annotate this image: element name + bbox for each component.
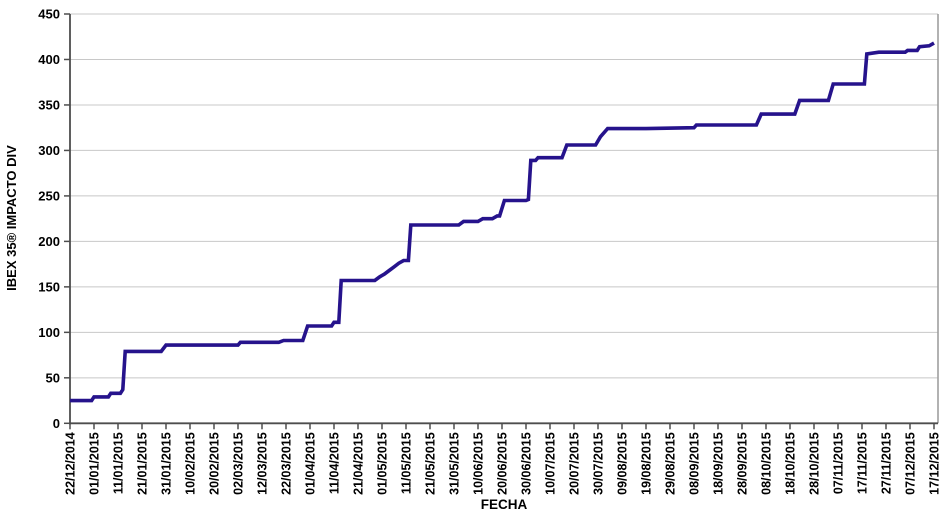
x-tick-label: 22/12/2014 bbox=[63, 432, 77, 495]
x-tick-label: 01/04/2015 bbox=[303, 432, 317, 495]
y-tick-label: 400 bbox=[38, 52, 60, 67]
x-tick-label: 22/03/2015 bbox=[279, 432, 293, 495]
y-tick-label: 0 bbox=[53, 416, 60, 431]
x-tick-label: 10/02/2015 bbox=[183, 432, 197, 495]
y-tick-label: 100 bbox=[38, 325, 60, 340]
x-axis-title: FECHA bbox=[480, 497, 528, 512]
x-tick-label: 20/02/2015 bbox=[207, 432, 221, 495]
x-tick-label: 10/07/2015 bbox=[543, 432, 557, 495]
y-tick-label: 450 bbox=[38, 7, 60, 22]
y-tick-label: 50 bbox=[46, 370, 60, 385]
x-tick-label: 31/01/2015 bbox=[159, 432, 173, 495]
x-tick-label: 28/10/2015 bbox=[807, 432, 821, 495]
x-tick-label: 30/07/2015 bbox=[591, 432, 605, 495]
x-tick-label: 30/06/2015 bbox=[519, 432, 533, 495]
x-tick-label: 21/04/2015 bbox=[351, 432, 365, 495]
y-tick-label: 150 bbox=[38, 279, 60, 294]
x-tick-label: 08/10/2015 bbox=[759, 432, 773, 495]
x-tick-label: 11/04/2015 bbox=[327, 432, 341, 494]
y-tick-label: 300 bbox=[38, 143, 60, 158]
x-tick-label: 18/10/2015 bbox=[783, 432, 797, 495]
x-tick-label: 27/11/2015 bbox=[879, 432, 893, 494]
x-tick-label: 11/05/2015 bbox=[399, 432, 413, 494]
x-tick-label: 09/08/2015 bbox=[615, 432, 629, 495]
x-tick-label: 07/11/2015 bbox=[831, 432, 845, 494]
x-tick-label: 01/01/2015 bbox=[87, 432, 101, 495]
x-tick-label: 07/12/2015 bbox=[903, 432, 917, 495]
x-tick-label: 01/05/2015 bbox=[375, 432, 389, 495]
x-tick-label: 11/01/2015 bbox=[111, 432, 125, 494]
x-tick-label: 29/08/2015 bbox=[663, 432, 677, 495]
x-tick-label: 18/09/2015 bbox=[711, 432, 725, 495]
x-tick-label: 08/09/2015 bbox=[687, 432, 701, 495]
x-tick-label: 21/01/2015 bbox=[135, 432, 149, 495]
x-tick-label: 10/06/2015 bbox=[471, 432, 485, 495]
x-tick-label: 12/03/2015 bbox=[255, 432, 269, 495]
y-axis-title: IBEX 35® IMPACTO DIV bbox=[4, 145, 19, 291]
x-tick-label: 02/03/2015 bbox=[231, 432, 245, 495]
y-tick-label: 200 bbox=[38, 234, 60, 249]
x-tick-label: 21/05/2015 bbox=[423, 432, 437, 495]
y-tick-label: 350 bbox=[38, 98, 60, 113]
x-tick-label: 17/11/2015 bbox=[855, 432, 869, 494]
x-tick-label: 28/09/2015 bbox=[735, 432, 749, 495]
x-tick-label: 17/12/2015 bbox=[927, 432, 941, 495]
x-tick-label: 20/07/2015 bbox=[567, 432, 581, 495]
x-tick-label: 31/05/2015 bbox=[447, 432, 461, 495]
y-tick-label: 250 bbox=[38, 188, 60, 203]
x-tick-label: 19/08/2015 bbox=[639, 432, 653, 495]
series-line bbox=[70, 41, 935, 403]
x-tick-label: 20/06/2015 bbox=[495, 432, 509, 495]
